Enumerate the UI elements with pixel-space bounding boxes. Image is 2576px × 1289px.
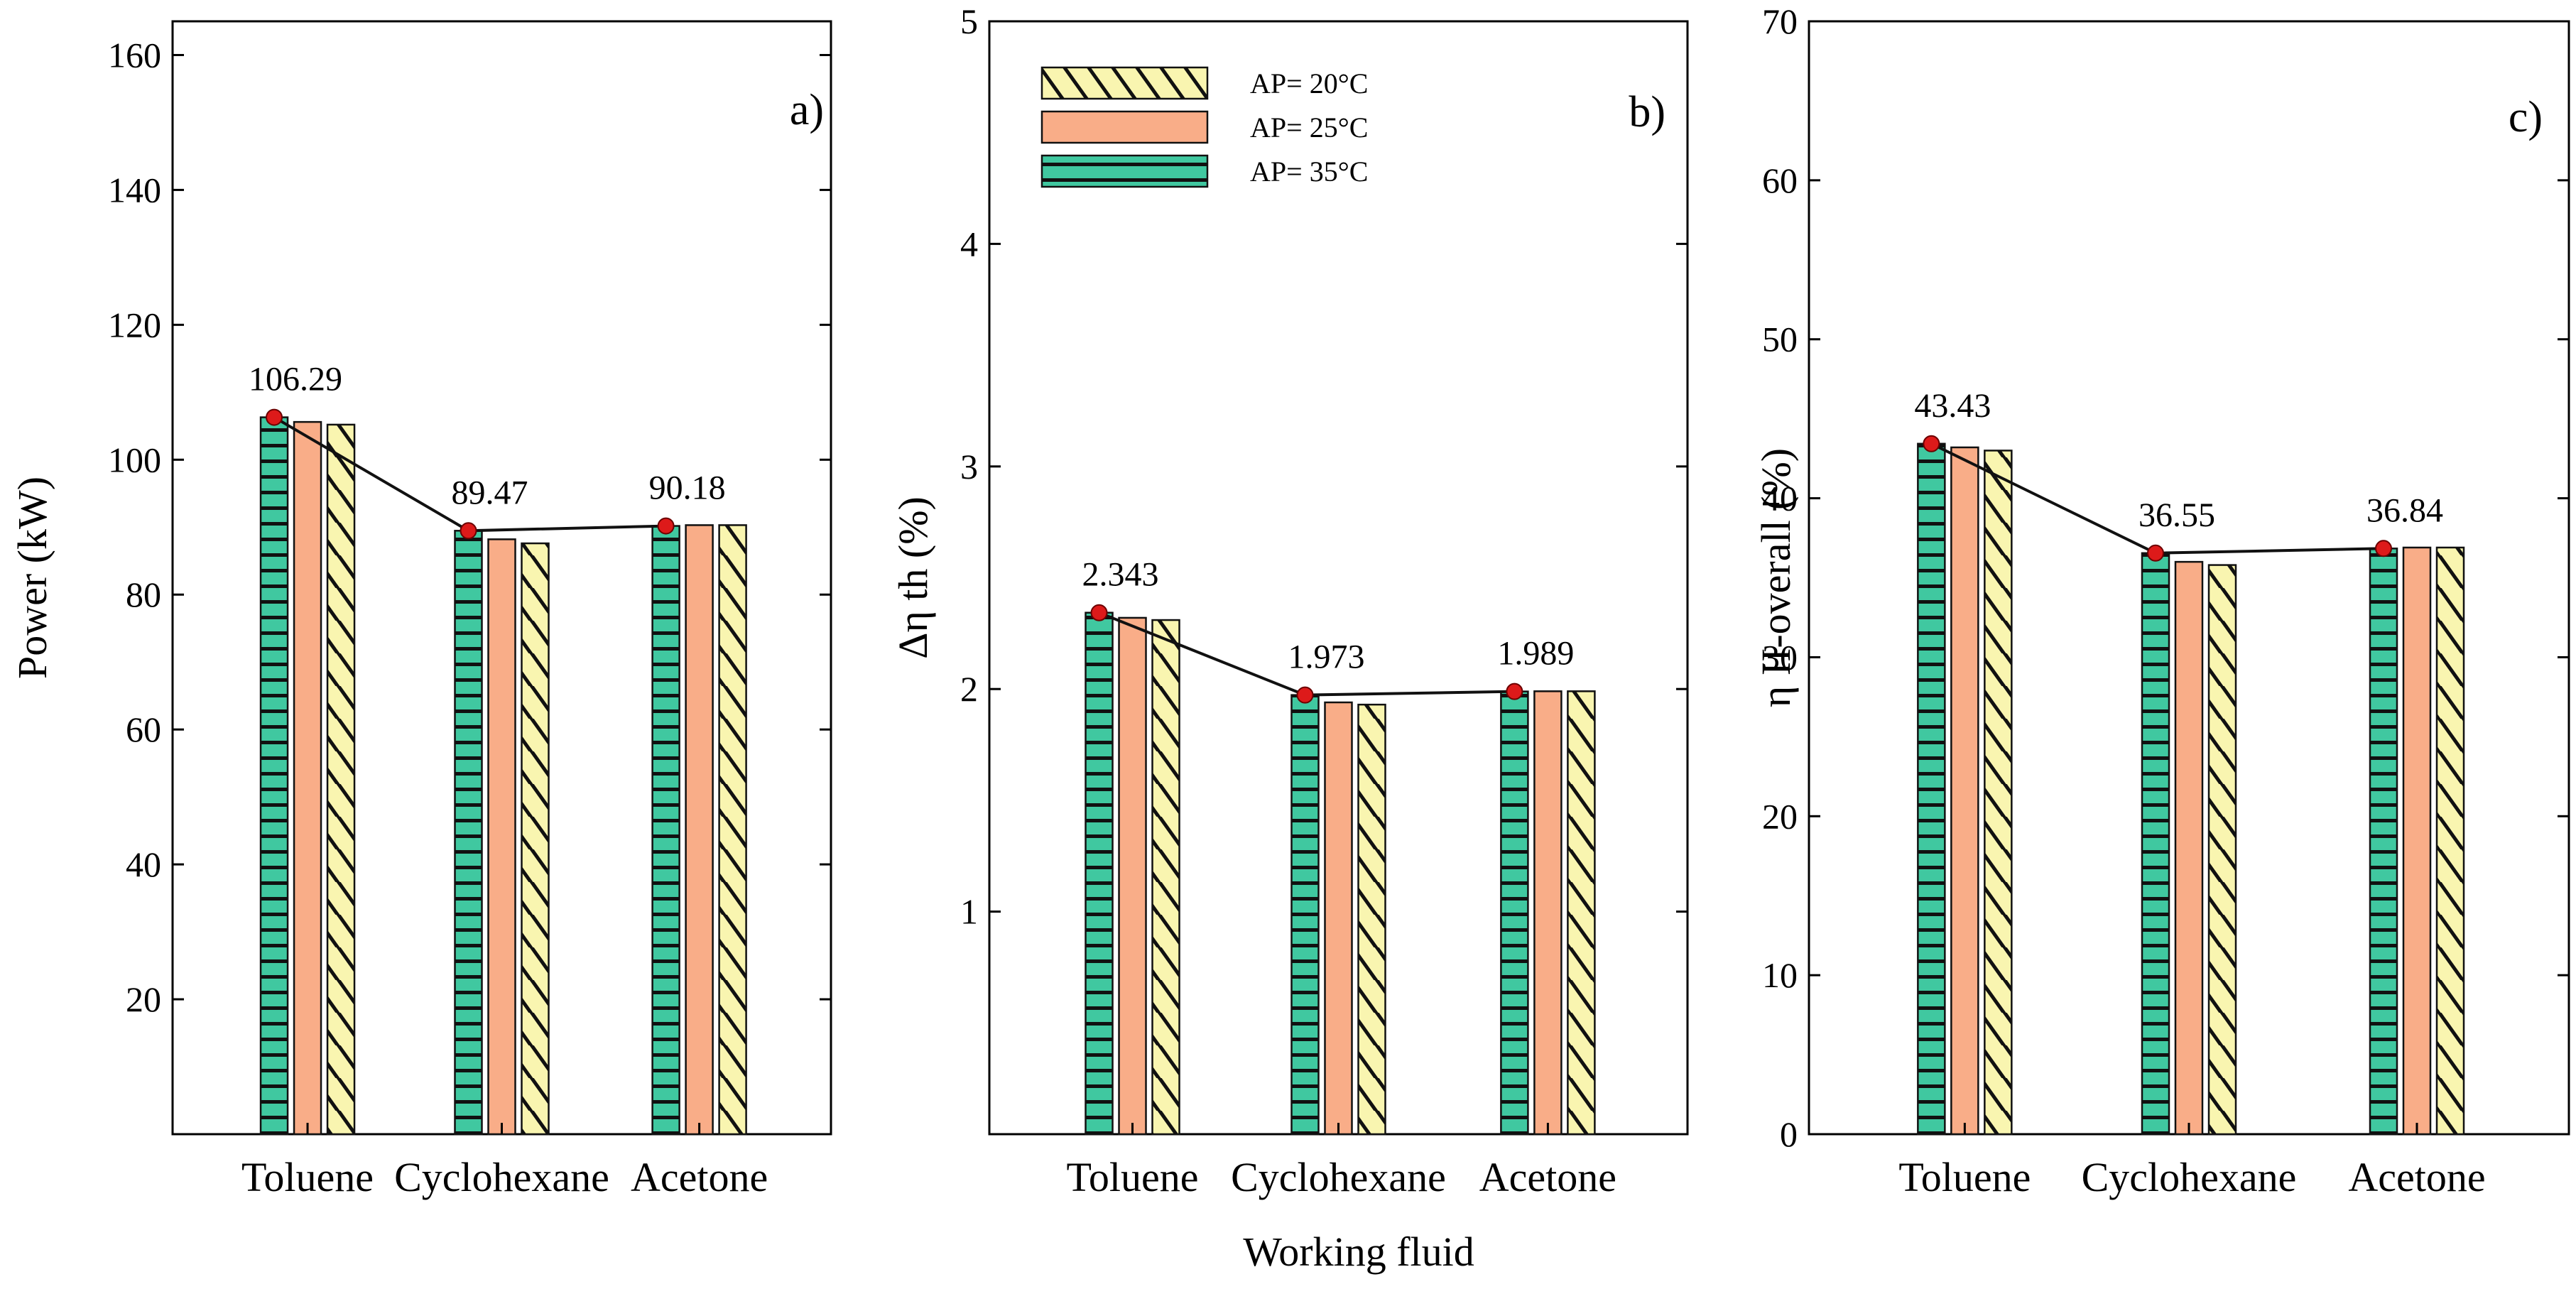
data-label: 106.29 (249, 361, 342, 398)
legend-swatch (1040, 154, 1209, 188)
data-label: 2.343 (1082, 556, 1159, 594)
panel-a: 20 40 60 80 100 120 140 160 Toluene Cyclohexane Ac… (9, 20, 832, 1200)
bar-toluene-ap35 (1085, 611, 1114, 1136)
y-tick-label: 5 (960, 1, 978, 41)
trend-marker (1923, 435, 1940, 452)
y-tick-label: 2 (960, 669, 978, 709)
legend-swatch (1040, 110, 1209, 144)
y-tick-label: 1 (960, 892, 978, 932)
bar-cyclohexane-ap20 (1357, 703, 1386, 1136)
bar-cyclohexane-ap35 (454, 530, 483, 1136)
data-label: 1.973 (1288, 638, 1365, 676)
bar-cyclohexane-ap25 (487, 538, 516, 1136)
category-label-cyclohexane: Cyclohexane (2082, 1154, 2297, 1200)
trend-marker (2147, 544, 2164, 562)
y-tick-label: 60 (126, 709, 161, 749)
bar-acetone-ap20 (2435, 546, 2465, 1136)
y-tick-label: 40 (126, 844, 161, 884)
data-label: 1.989 (1497, 635, 1574, 673)
y-tick-label: 20 (1762, 796, 1798, 836)
category-label-toluene: Toluene (1898, 1154, 2031, 1200)
y-tick-label: 10 (1762, 955, 1798, 995)
bar-toluene-ap20 (1151, 619, 1180, 1136)
y-tick-label: 60 (1762, 161, 1798, 200)
y-tick-label: 0 (1780, 1114, 1798, 1154)
category-label-acetone: Acetone (2348, 1154, 2485, 1200)
y-tick-label: 120 (108, 305, 161, 344)
y-axis-label: Δη th (%) (890, 496, 936, 659)
category-label-acetone: Acetone (1479, 1154, 1616, 1200)
panel-b: 1 2 3 4 5 Toluene Cyclohexane Acetone 2.343 1.973… (890, 1, 1689, 1200)
bar-cyclohexane-ap20 (2207, 564, 2237, 1136)
panel-label: c) (2509, 93, 2543, 141)
y-tick-label: 70 (1762, 1, 1798, 41)
bar-cyclohexane-ap35 (1290, 694, 1320, 1136)
bar-acetone-ap25 (1533, 690, 1563, 1136)
bar-acetone-ap35 (1500, 690, 1529, 1136)
category-label-cyclohexane: Cyclohexane (1231, 1154, 1446, 1200)
shared-x-axis-label: Working fluid (1243, 1229, 1474, 1275)
bar-cyclohexane-ap35 (2141, 552, 2170, 1136)
bar-cyclohexane-ap25 (1324, 701, 1353, 1136)
trend-marker (657, 517, 675, 535)
y-tick-label: 40 (1762, 479, 1798, 518)
bar-cyclohexane-ap25 (2174, 560, 2204, 1136)
y-tick-label: 4 (960, 224, 978, 263)
bar-acetone-ap25 (2402, 546, 2432, 1136)
trend-marker (1506, 682, 1523, 700)
y-tick-label: 80 (126, 575, 161, 614)
y-tick-label: 20 (126, 979, 161, 1019)
legend-label: AP= 35°C (1250, 156, 1368, 187)
y-tick-label: 100 (108, 440, 161, 479)
y-tick-label: 50 (1762, 320, 1798, 359)
category-label-cyclohexane: Cyclohexane (394, 1154, 609, 1200)
y-axis-label: η II-overall (%) (1753, 448, 1799, 707)
bar-toluene-ap35 (259, 416, 289, 1136)
bar-acetone-ap35 (651, 525, 680, 1136)
y-tick-label: 140 (108, 170, 161, 210)
legend-swatch (1040, 66, 1209, 100)
bar-toluene-ap20 (326, 423, 356, 1136)
category-label-toluene: Toluene (241, 1154, 374, 1200)
data-label: 90.18 (649, 469, 726, 507)
bar-cyclohexane-ap20 (521, 542, 550, 1136)
trend-marker (2375, 540, 2392, 558)
bar-acetone-ap25 (685, 524, 714, 1136)
data-label: 36.84 (2366, 491, 2443, 529)
bar-toluene-ap25 (1118, 616, 1147, 1136)
category-label-acetone: Acetone (631, 1154, 768, 1200)
bar-toluene-ap25 (1950, 446, 1979, 1136)
data-label: 43.43 (1914, 387, 1991, 425)
y-axis-label: Power (kW) (9, 477, 55, 679)
trend-marker (266, 408, 283, 426)
bar-toluene-ap35 (1917, 442, 1946, 1136)
bar-toluene-ap20 (1984, 450, 2013, 1136)
data-label: 36.55 (2138, 496, 2215, 534)
trend-marker (1090, 604, 1108, 621)
panel-label: a) (790, 86, 824, 134)
bar-toluene-ap25 (293, 420, 322, 1136)
data-label: 89.47 (452, 474, 528, 511)
bar-acetone-ap20 (718, 524, 747, 1136)
panel-label: b) (1629, 88, 1665, 136)
y-tick-label: 160 (108, 35, 161, 75)
y-tick-label: 3 (960, 447, 978, 486)
trend-marker (460, 522, 477, 540)
bar-acetone-ap20 (1567, 690, 1596, 1136)
legend-label: AP= 20°C (1250, 67, 1368, 99)
legend-label: AP= 25°C (1250, 112, 1368, 143)
category-label-toluene: Toluene (1067, 1154, 1199, 1200)
bar-acetone-ap35 (2369, 548, 2398, 1136)
legend: AP= 20°C AP= 25°C AP= 35°C (1040, 66, 1368, 188)
trend-marker (1296, 686, 1314, 704)
y-tick-label: 30 (1762, 637, 1798, 677)
panel-c: 0 10 20 30 40 50 60 70 Toluene Cyclohexane Acetone… (1753, 1, 2570, 1200)
